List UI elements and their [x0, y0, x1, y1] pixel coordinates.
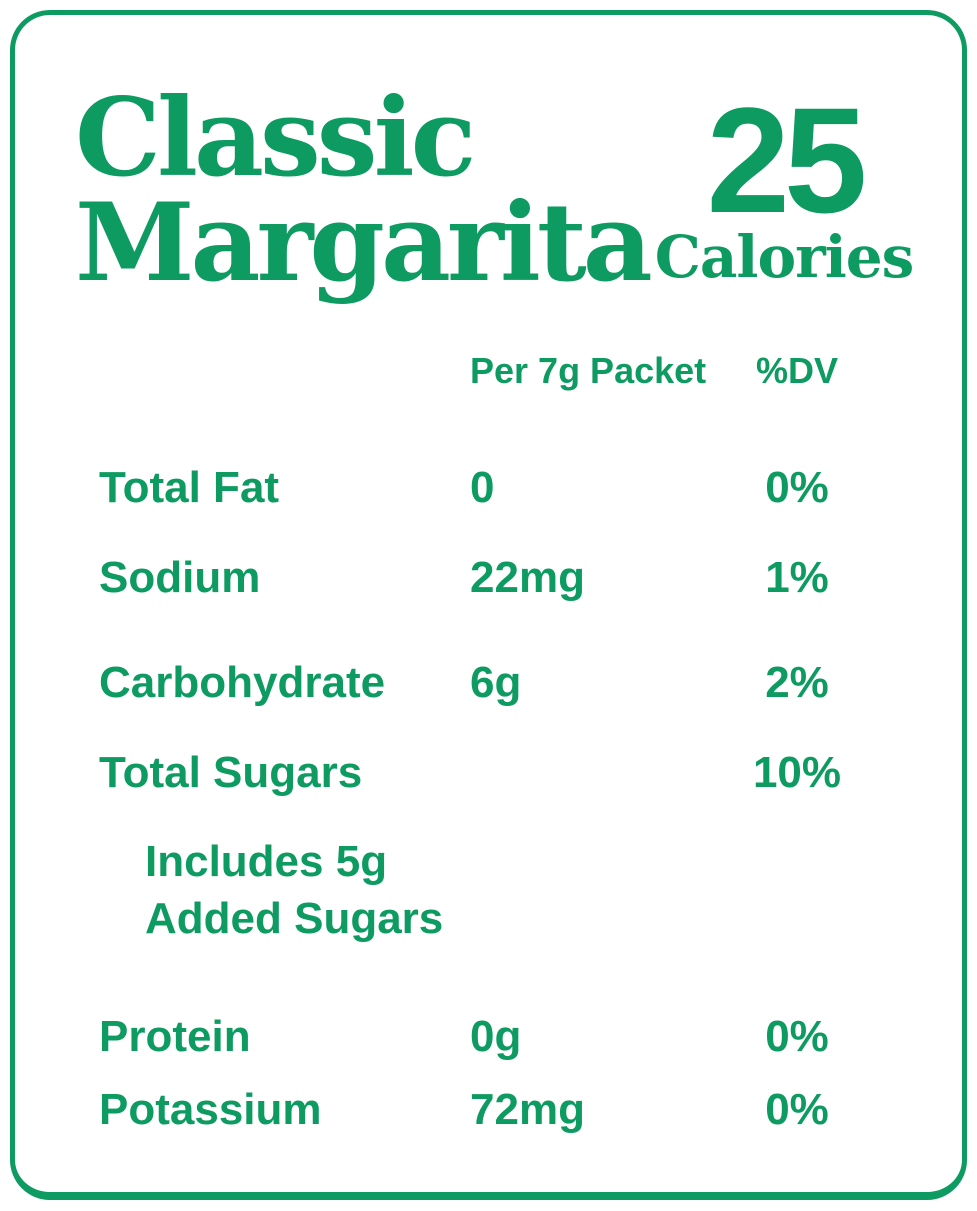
nutrient-amount: 72mg — [470, 1085, 585, 1134]
nutrient-amount: 22mg — [470, 553, 585, 602]
table-row-potassium: Potassium 72mg 0% — [99, 1088, 877, 1132]
added-sugars-line2: Added Sugars — [145, 894, 444, 943]
nutrient-name: Total Sugars — [99, 748, 363, 797]
label-card: Classic Margarita 25 Calories Per 7g Pac… — [10, 10, 967, 1200]
nutrient-name: Protein — [99, 1012, 251, 1061]
table-row-total-sugars: Total Sugars 10% — [99, 751, 877, 795]
nutrient-dv: 1% — [765, 553, 829, 602]
product-title-line1: Classic — [75, 75, 476, 201]
product-title: Classic Margarita — [75, 75, 653, 306]
nutrient-dv: 2% — [765, 658, 829, 707]
calories-block: 25 Calories — [644, 76, 924, 291]
column-header-dv: %DV — [755, 350, 839, 391]
table-row-total-fat: Total Fat 0 0% — [99, 466, 877, 510]
nutrient-dv: 0% — [765, 1085, 829, 1134]
column-header-amount: Per 7g Packet — [470, 350, 707, 391]
nutrient-amount: 0 — [470, 463, 495, 512]
table-column-headers: Per 7g Packet %DV — [99, 353, 877, 389]
product-title-line2: Margarita — [75, 180, 653, 306]
nutrient-name: Potassium — [99, 1085, 322, 1134]
table-row-added-sugars: Includes 5g Added Sugars — [99, 833, 877, 947]
nutrient-dv: 0% — [765, 463, 829, 512]
calories-unit-label: Calories — [654, 223, 915, 291]
nutrient-name: Total Fat — [99, 463, 280, 512]
added-sugars-line1: Includes 5g — [145, 837, 388, 886]
calories-value: 25 — [706, 76, 868, 244]
nutrient-dv: 10% — [752, 748, 842, 797]
table-row-sodium: Sodium 22mg 1% — [99, 556, 877, 600]
table-row-protein: Protein 0g 0% — [99, 1015, 877, 1059]
table-row-carbohydrate: Carbohydrate 6g 2% — [99, 661, 877, 705]
nutrient-name: Carbohydrate — [99, 658, 386, 707]
nutrient-dv: 0% — [765, 1012, 829, 1061]
label-content: Classic Margarita 25 Calories Per 7g Pac… — [30, 30, 947, 1177]
nutrient-name: Sodium — [99, 553, 261, 602]
nutrient-amount: 6g — [470, 658, 522, 707]
nutrient-amount: 0g — [470, 1012, 522, 1061]
nutrient-name: Includes 5g Added Sugars — [99, 833, 470, 947]
